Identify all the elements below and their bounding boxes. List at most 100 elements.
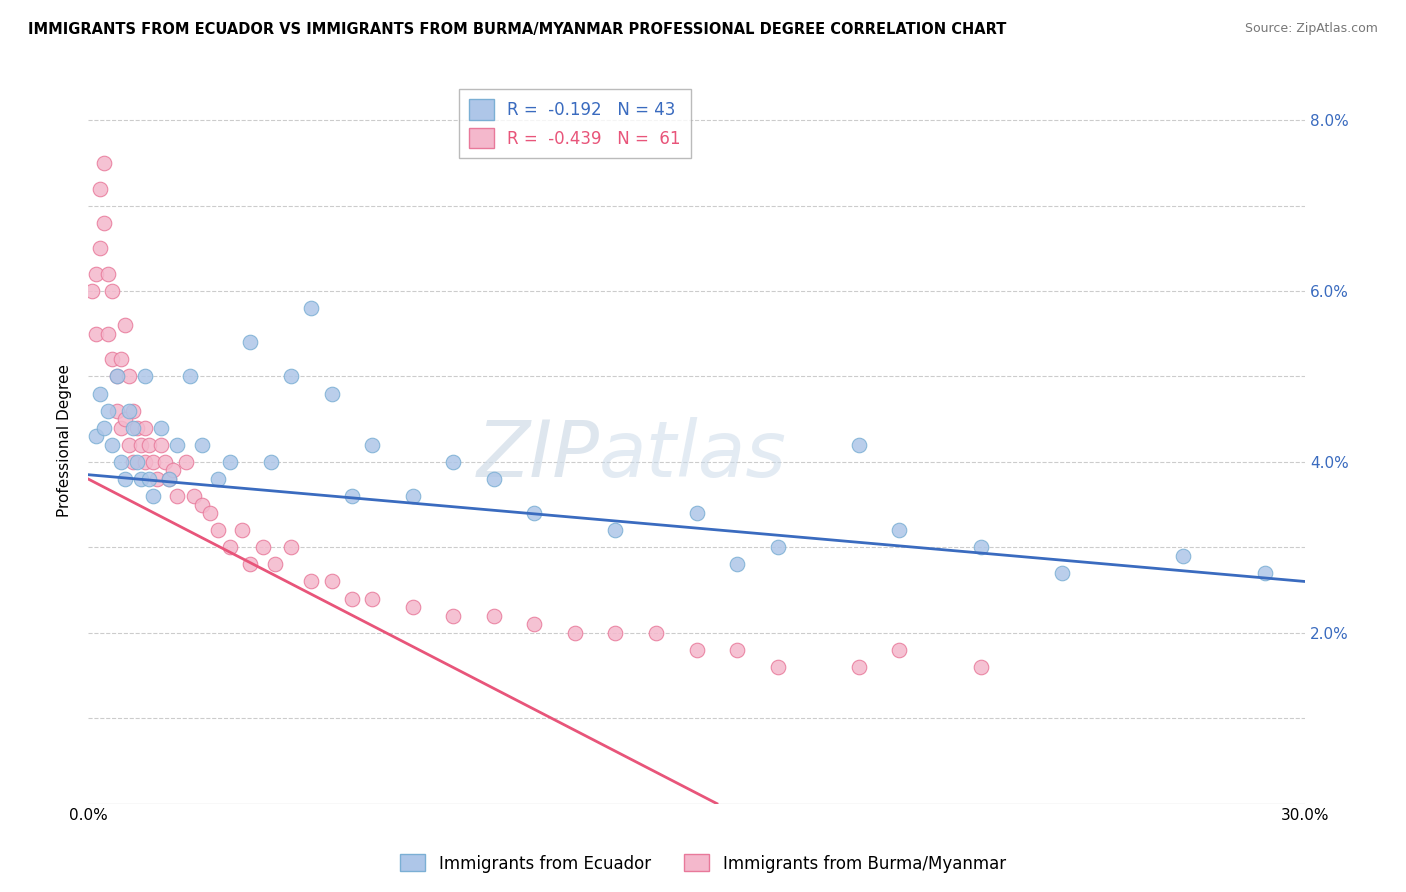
Point [121, 455, 143, 469]
Point [482, 472, 505, 486]
Point [134, 369, 156, 384]
Point [239, 335, 262, 350]
Point [207, 523, 229, 537]
Point [441, 608, 464, 623]
Point [97, 326, 120, 341]
Point [183, 489, 205, 503]
Point [219, 541, 242, 555]
Point [125, 421, 148, 435]
Point [118, 369, 141, 384]
Point [114, 412, 136, 426]
Point [523, 617, 546, 632]
Point [97, 403, 120, 417]
Text: IMMIGRANTS FROM ECUADOR VS IMMIGRANTS FROM BURMA/MYANMAR PROFESSIONAL DEGREE COR: IMMIGRANTS FROM ECUADOR VS IMMIGRANTS FR… [28, 22, 1007, 37]
Point [321, 386, 343, 401]
Point [155, 455, 177, 469]
Point [162, 463, 184, 477]
Point [361, 438, 384, 452]
Point [118, 403, 141, 417]
Point [441, 455, 464, 469]
Point [142, 455, 165, 469]
Point [361, 591, 384, 606]
Point [969, 660, 991, 674]
Text: atlas: atlas [599, 417, 787, 493]
Point [605, 523, 627, 537]
Point [138, 472, 160, 486]
Point [645, 625, 668, 640]
Point [84, 267, 107, 281]
Point [685, 506, 707, 520]
Point [118, 438, 141, 452]
Point [564, 625, 586, 640]
Point [321, 574, 343, 589]
Point [129, 438, 152, 452]
Point [848, 660, 870, 674]
Point [110, 352, 132, 367]
Point [114, 472, 136, 486]
Point [89, 181, 111, 195]
Point [725, 643, 748, 657]
Point [84, 326, 107, 341]
Text: Source: ZipAtlas.com: Source: ZipAtlas.com [1244, 22, 1378, 36]
Point [93, 421, 115, 435]
Point [179, 369, 201, 384]
Point [231, 523, 253, 537]
Point [766, 660, 789, 674]
Point [101, 284, 124, 298]
Point [482, 608, 505, 623]
Point [110, 455, 132, 469]
Point [889, 523, 911, 537]
Point [166, 489, 188, 503]
Point [146, 472, 169, 486]
Point [685, 643, 707, 657]
Point [260, 455, 283, 469]
Point [89, 241, 111, 255]
Point [105, 369, 128, 384]
Point [190, 498, 212, 512]
Point [157, 472, 180, 486]
Point [889, 643, 911, 657]
Point [166, 438, 188, 452]
Point [523, 506, 546, 520]
Point [150, 421, 173, 435]
Point [198, 506, 221, 520]
Point [1253, 566, 1275, 580]
Y-axis label: Professional Degree: Professional Degree [58, 364, 72, 517]
Point [263, 558, 285, 572]
Point [207, 472, 229, 486]
Point [340, 489, 363, 503]
Point [280, 369, 302, 384]
Legend: Immigrants from Ecuador, Immigrants from Burma/Myanmar: Immigrants from Ecuador, Immigrants from… [394, 847, 1012, 880]
Point [157, 472, 180, 486]
Point [1050, 566, 1073, 580]
Point [190, 438, 212, 452]
Point [848, 438, 870, 452]
Point [134, 421, 156, 435]
Point [969, 541, 991, 555]
Point [402, 489, 425, 503]
Point [239, 558, 262, 572]
Point [340, 591, 363, 606]
Point [252, 541, 274, 555]
Point [114, 318, 136, 333]
Point [299, 574, 322, 589]
Point [89, 386, 111, 401]
Point [725, 558, 748, 572]
Point [142, 489, 165, 503]
Point [84, 429, 107, 443]
Point [219, 455, 242, 469]
Point [766, 541, 789, 555]
Point [121, 403, 143, 417]
Point [93, 156, 115, 170]
Point [280, 541, 302, 555]
Point [138, 438, 160, 452]
Point [82, 284, 104, 298]
Point [105, 403, 128, 417]
Text: ZIP: ZIP [477, 417, 599, 493]
Point [110, 421, 132, 435]
Point [97, 267, 120, 281]
Point [402, 600, 425, 615]
Point [101, 352, 124, 367]
Point [121, 421, 143, 435]
Point [174, 455, 197, 469]
